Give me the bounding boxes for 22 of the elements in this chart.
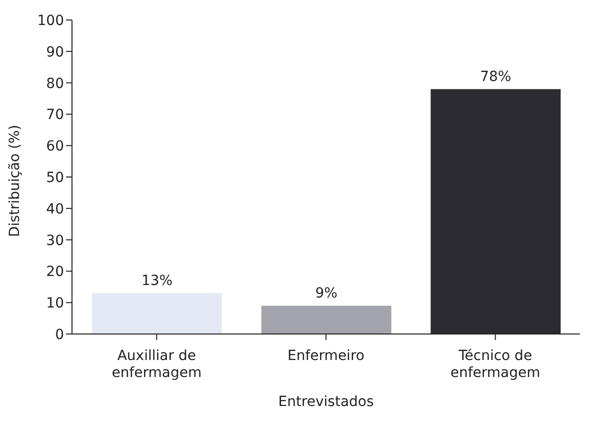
data-label: 9% — [315, 286, 338, 302]
y-tick-label: 90 — [46, 44, 64, 60]
y-tick-label: 40 — [46, 201, 64, 218]
bar — [261, 306, 392, 334]
x-tick-label: Auxilliar de enfermagem — [112, 348, 202, 381]
y-tick-label: 80 — [46, 76, 64, 92]
bar — [430, 89, 561, 334]
y-tick-label: 20 — [46, 264, 64, 280]
x-tick-label: Técnico de enfermagem — [450, 348, 540, 381]
y-tick-label: 10 — [46, 296, 64, 312]
y-tick-label: 60 — [46, 138, 64, 155]
y-tick-label: 0 — [55, 326, 64, 343]
y-tick-label: 50 — [46, 170, 64, 186]
y-axis-title: Distribuição (%) — [6, 124, 23, 237]
data-label: 78% — [480, 69, 512, 86]
y-tick-label: 30 — [46, 232, 64, 249]
x-axis-title: Entrevistados — [278, 394, 374, 410]
y-tick-label: 70 — [46, 107, 64, 124]
y-tick-label: 100 — [37, 12, 64, 29]
x-tick-label: Enfermeiro — [288, 348, 364, 364]
data-label: 13% — [141, 273, 173, 290]
bar — [92, 293, 222, 334]
